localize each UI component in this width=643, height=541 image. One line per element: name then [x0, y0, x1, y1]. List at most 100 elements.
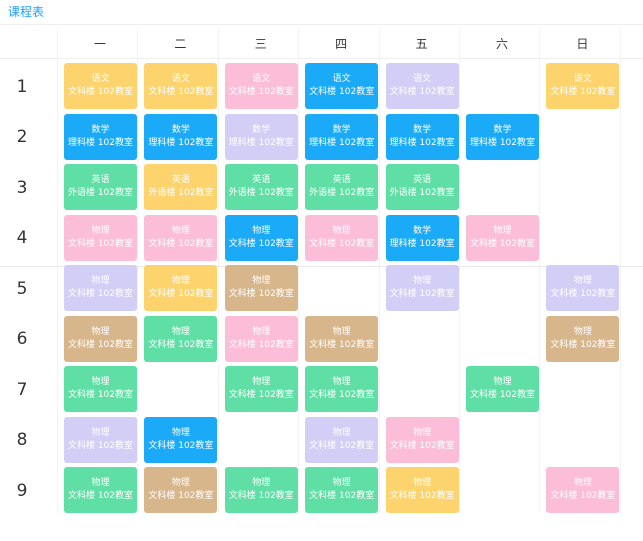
course-room: 文科楼 102教室 [309, 87, 375, 97]
header-divider [0, 24, 643, 25]
course-room: 文科楼 102教室 [228, 238, 294, 249]
day-header-sat: 六 [495, 36, 508, 51]
course-cell[interactable]: 语文 文科楼 102教室 [546, 63, 620, 109]
course-subject: 物理 [573, 478, 592, 488]
course-cell[interactable]: 物理 文科楼 102教室 [305, 315, 379, 362]
header-bottom-divider [0, 58, 643, 59]
day-header-fri: 五 [415, 36, 428, 51]
course-room: 文科楼 102教室 [148, 289, 214, 299]
course-subject: 数学 [91, 124, 110, 135]
course-room: 文科楼 102教室 [309, 238, 375, 249]
course-room: 文科楼 102教室 [550, 491, 616, 501]
course-subject: 物理 [332, 225, 351, 236]
course-subject: 数学 [493, 124, 512, 135]
day-header-tue: 二 [174, 36, 187, 51]
course-room: 外语楼 102教室 [67, 188, 134, 198]
course-cell[interactable]: 物理 文科楼 102教室 [385, 467, 459, 513]
course-cell[interactable]: 物理 文科楼 102教室 [144, 214, 218, 261]
course-cell[interactable]: 物理 文科楼 102教室 [224, 366, 298, 412]
session-divider [0, 266, 643, 267]
course-cell[interactable]: 物理 文科楼 102教室 [64, 315, 137, 362]
course-room: 文科楼 102教室 [148, 491, 214, 501]
course-cell[interactable]: 物理 文科楼 102教室 [144, 416, 218, 463]
course-cell[interactable]: 物理 文科楼 102教室 [385, 265, 459, 311]
course-subject: 物理 [171, 276, 190, 286]
course-cell[interactable]: 物理 文科楼 102教室 [466, 214, 539, 261]
course-cell[interactable]: 物理 文科楼 102教室 [64, 416, 137, 463]
course-cell[interactable]: 物理 文科楼 102教室 [305, 366, 379, 412]
course-cell[interactable]: 语文文科楼 102教室 [385, 63, 459, 109]
course-room: 文科楼 102教室 [389, 87, 455, 97]
period-label-7: 7 [16, 379, 28, 400]
course-cell[interactable]: 英语 外语楼 102教室 [305, 164, 379, 210]
course-cell[interactable]: 物理文科楼 102教室 [305, 467, 379, 513]
course-cell[interactable]: 语文 文科楼 102教室 [64, 63, 137, 109]
course-cell[interactable]: 物理文科楼 102教室 [224, 214, 298, 261]
course-subject: 数学 [252, 124, 271, 135]
course-subject: 语文 [91, 74, 110, 84]
course-subject: 物理 [91, 225, 110, 236]
course-cell[interactable]: 物理 文科楼 102教室 [144, 315, 218, 362]
course-cell[interactable]: 物理 文科楼 102教室 [64, 366, 137, 412]
course-subject: 数学 [413, 124, 432, 135]
course-cell[interactable]: 物理 文科楼 102教室 [385, 416, 459, 463]
course-cell[interactable]: 物理文科楼 102教室 [305, 214, 379, 261]
day-header-thu: 四 [335, 36, 348, 51]
course-subject: 物理 [252, 276, 271, 286]
course-room: 理科楼 102教室 [309, 137, 375, 148]
course-cell[interactable]: 物理文科楼 102教室 [546, 467, 620, 513]
course-room: 文科楼 102教室 [550, 289, 616, 299]
course-subject: 物理 [413, 478, 432, 488]
day-header-mon: 一 [93, 36, 106, 51]
course-subject: 物理 [252, 326, 271, 337]
course-subject: 物理 [332, 478, 351, 488]
course-subject: 物理 [171, 478, 190, 488]
course-cell[interactable]: 英语 外语楼 102教室 [64, 164, 137, 210]
course-room: 文科楼 102教室 [309, 491, 375, 501]
course-subject: 英语 [252, 175, 271, 185]
course-cell[interactable]: 物理 文科楼 102教室 [64, 467, 137, 513]
course-cell[interactable]: 物理 文科楼 102教室 [64, 265, 137, 311]
course-cell[interactable]: 数学 理科楼 102教室 [385, 214, 459, 261]
course-subject: 物理 [252, 225, 271, 236]
page-title-link[interactable]: 课程表 [8, 5, 45, 19]
course-cell[interactable]: 语文 文科楼 102教室 [224, 63, 298, 109]
course-room: 文科楼 102教室 [148, 238, 214, 249]
course-subject: 物理 [91, 478, 110, 488]
course-cell[interactable]: 物理文科楼 102教室 [64, 214, 137, 261]
course-cell[interactable]: 物理 文科楼 102教室 [224, 265, 298, 311]
course-cell[interactable]: 数学 理科楼 102教室 [224, 113, 298, 160]
course-room: 文科楼 102教室 [67, 238, 134, 249]
course-cell[interactable]: 物理文科楼 102教室 [546, 265, 620, 311]
course-cell[interactable]: 数学 理科楼 102教室 [385, 113, 459, 160]
course-cell[interactable]: 物理文科楼 102教室 [144, 265, 218, 311]
course-cell[interactable]: 物理 文科楼 102教室 [224, 467, 298, 513]
course-room: 文科楼 102教室 [228, 390, 294, 400]
course-cell[interactable]: 数学 理科楼 102教室 [64, 113, 137, 160]
column-divider [459, 28, 460, 513]
course-cell[interactable]: 英语 外语楼 102教室 [144, 164, 218, 210]
course-subject: 物理 [252, 478, 271, 488]
course-cell[interactable]: 物理文科楼 102教室 [144, 467, 218, 513]
course-room: 文科楼 102教室 [309, 440, 375, 451]
course-cell[interactable]: 物理 文科楼 102教室 [466, 366, 539, 412]
course-room: 文科楼 102教室 [309, 339, 375, 350]
course-cell[interactable]: 语文 文科楼 102教室 [305, 63, 379, 109]
course-cell[interactable]: 数学 理科楼 102教室 [466, 113, 539, 160]
course-cell[interactable]: 语文 文科楼 102教室 [144, 63, 218, 109]
column-divider [539, 28, 541, 513]
course-room: 外语楼 102教室 [309, 188, 375, 198]
course-cell[interactable]: 数学 理科楼 102教室 [305, 113, 379, 160]
course-cell[interactable]: 物理 文科楼 102教室 [546, 315, 620, 362]
course-cell[interactable]: 英语 外语楼 102教室 [385, 164, 459, 210]
course-cell[interactable]: 物理 文科楼 102教室 [305, 416, 379, 463]
course-subject: 语文 [413, 74, 432, 84]
period-label-5: 5 [16, 278, 28, 299]
course-cell[interactable]: 物理 文科楼 102教室 [224, 315, 298, 362]
course-room: 文科楼 102教室 [309, 390, 375, 400]
course-room: 理科楼 102教室 [389, 238, 455, 249]
course-room: 文科楼 102教室 [67, 289, 134, 299]
course-subject: 物理 [573, 276, 592, 286]
course-cell[interactable]: 英语 外语楼 102教室 [224, 164, 298, 210]
course-cell[interactable]: 数学 理科楼 102教室 [144, 113, 218, 160]
